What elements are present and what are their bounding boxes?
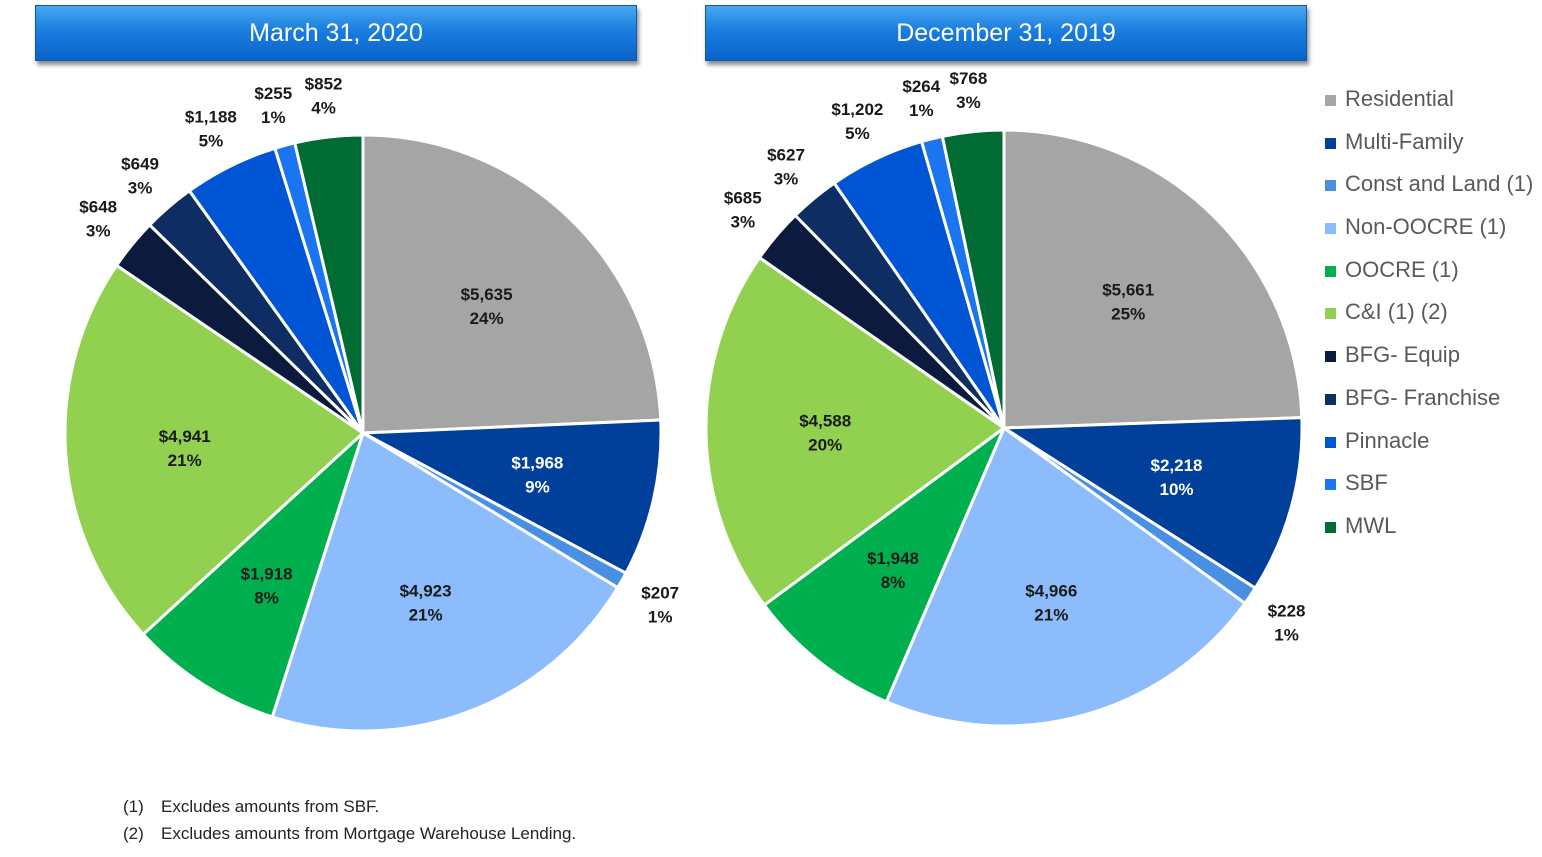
slice-pct-label-dec2019-pinnacle: 5% bbox=[845, 124, 870, 143]
slice-pct-label-dec2019-const-and-land-1: 1% bbox=[1274, 626, 1299, 645]
legend-swatch-pinnacle bbox=[1325, 436, 1336, 448]
pie-slice-mar2020-residential bbox=[361, 133, 663, 435]
slice-value-label-dec2019-oocre-1: $1,948 bbox=[867, 549, 919, 568]
footnote-1-number: (1) bbox=[123, 797, 144, 816]
slice-pct-label-dec2019-non-oocre-1: 21% bbox=[1034, 605, 1068, 624]
legend-swatch-c-and-i bbox=[1325, 308, 1336, 320]
slice-value-label-dec2019-candi-1-2: $4,588 bbox=[799, 412, 851, 431]
pie-slice-mar2020-candi-1-2 bbox=[63, 263, 365, 636]
legend-swatch-bfg-franchise bbox=[1325, 393, 1336, 405]
slice-value-label-mar2020-oocre-1: $1,918 bbox=[241, 565, 293, 584]
slice-pct-label-dec2019-multi-family: 10% bbox=[1159, 480, 1193, 499]
slice-pct-label-mar2020-mwl: 4% bbox=[311, 98, 336, 117]
slice-value-label-dec2019-const-and-land-1: $228 bbox=[1268, 602, 1306, 621]
footnote-2: (2) Excludes amounts from Mortgage Wareho… bbox=[123, 820, 576, 847]
slice-value-label-mar2020-residential: $5,635 bbox=[461, 285, 513, 304]
pie-slice-dec2019-residential bbox=[1002, 128, 1304, 430]
slice-value-label-mar2020-multi-family: $1,968 bbox=[511, 454, 563, 473]
slice-pct-label-mar2020-non-oocre-1: 21% bbox=[409, 606, 443, 625]
chart-title-december-2019: December 31, 2019 bbox=[705, 5, 1307, 61]
footnote-2-text: Excludes amounts from Mortgage Warehouse… bbox=[161, 824, 577, 843]
legend-swatch-sbf bbox=[1325, 479, 1336, 491]
legend-swatch-multi-family bbox=[1325, 137, 1336, 149]
slice-pct-label-mar2020-oocre-1: 8% bbox=[254, 589, 279, 608]
pie-slice-dec2019-non-oocre-1 bbox=[884, 426, 1247, 728]
slice-value-label-dec2019-bfg-franchise: $627 bbox=[767, 146, 805, 165]
slice-pct-label-mar2020-multi-family: 9% bbox=[525, 478, 550, 497]
pie-slice-dec2019-oocre-1 bbox=[762, 426, 1006, 704]
slice-value-label-mar2020-non-oocre-1: $4,923 bbox=[400, 582, 452, 601]
slice-pct-label-dec2019-bfg-equip: 3% bbox=[731, 212, 756, 231]
pie-dec2019: $5,661 25% $2,218 10% $228 1% $4,966 21% $1,948 8… bbox=[704, 69, 1306, 728]
slice-pct-label-dec2019-oocre-1: 8% bbox=[881, 573, 906, 592]
footnote-1-text: Excludes amounts from SBF. bbox=[161, 797, 380, 816]
slice-value-label-dec2019-multi-family: $2,218 bbox=[1151, 456, 1203, 475]
legend-label-c-and-i: C&I (1) (2) bbox=[1345, 299, 1448, 325]
legend-label-const-and-land: Const and Land (1) bbox=[1345, 171, 1534, 197]
legend-swatch-const-and-land bbox=[1325, 180, 1336, 192]
slice-pct-label-mar2020-pinnacle: 5% bbox=[199, 132, 224, 151]
slice-pct-label-mar2020-const-and-land-1: 1% bbox=[648, 607, 673, 626]
legend-swatch-non-oocre bbox=[1325, 223, 1336, 235]
slice-value-label-mar2020-const-and-land-1: $207 bbox=[641, 583, 679, 602]
legend-label-pinnacle: Pinnacle bbox=[1345, 427, 1430, 453]
slice-pct-label-dec2019-candi-1-2: 20% bbox=[808, 436, 842, 455]
slice-value-label-mar2020-bfg-franchise: $649 bbox=[121, 155, 159, 174]
slice-pct-label-dec2019-sbf: 1% bbox=[909, 101, 934, 120]
pie-slice-mar2020-multi-family bbox=[361, 418, 663, 575]
slice-value-label-dec2019-bfg-equip: $685 bbox=[724, 188, 762, 207]
legend-swatch-bfg-equip bbox=[1325, 351, 1336, 363]
slice-pct-label-dec2019-residential: 25% bbox=[1111, 304, 1145, 323]
legend-label-multi-family: Multi-Family bbox=[1345, 128, 1464, 154]
legend-swatch-residential bbox=[1325, 95, 1336, 106]
pie-slice-mar2020-oocre-1 bbox=[141, 431, 365, 719]
legend-label-bfg-equip: BFG- Equip bbox=[1345, 342, 1460, 368]
footnote-1: (1) Excludes amounts from SBF. bbox=[123, 793, 576, 820]
chart-title-march-2020: March 31, 2020 bbox=[35, 5, 637, 61]
pie-slice-mar2020-mwl bbox=[293, 133, 365, 435]
slice-pct-label-mar2020-bfg-equip: 3% bbox=[86, 222, 111, 241]
footnote-2-number: (2) bbox=[123, 824, 144, 843]
slice-pct-label-mar2020-residential: 24% bbox=[470, 309, 504, 328]
slice-value-label-dec2019-mwl: $768 bbox=[949, 69, 987, 88]
legend-label-sbf: SBF bbox=[1345, 470, 1388, 496]
legend-label-mwl: MWL bbox=[1345, 512, 1397, 538]
slice-pct-label-dec2019-bfg-franchise: 3% bbox=[774, 170, 799, 189]
slice-value-label-dec2019-residential: $5,661 bbox=[1102, 280, 1154, 299]
pie-slice-dec2019-mwl bbox=[940, 128, 1006, 430]
slice-value-label-mar2020-sbf: $255 bbox=[254, 84, 292, 103]
legend-label-non-oocre: Non-OOCRE (1) bbox=[1345, 214, 1507, 240]
slice-value-label-mar2020-pinnacle: $1,188 bbox=[185, 108, 237, 127]
slice-value-label-dec2019-pinnacle: $1,202 bbox=[831, 100, 883, 119]
footnotes: (1) Excludes amounts from SBF. (2) Exclude… bbox=[123, 793, 576, 847]
pie-mar2020: $5,635 24% $1,968 9% $207 1% $4,923 21% $1,918 8%… bbox=[63, 74, 679, 733]
slice-value-label-dec2019-sbf: $264 bbox=[902, 77, 940, 96]
legend-label-bfg-franchise: BFG- Franchise bbox=[1345, 384, 1501, 410]
pie-slice-dec2019-multi-family bbox=[1002, 416, 1304, 590]
legend-label-residential: Residential bbox=[1345, 86, 1454, 111]
slice-value-label-mar2020-candi-1-2: $4,941 bbox=[159, 427, 211, 446]
slice-pct-label-dec2019-mwl: 3% bbox=[956, 93, 981, 112]
legend-swatch-oocre bbox=[1325, 265, 1336, 277]
slice-value-label-mar2020-bfg-equip: $648 bbox=[79, 198, 117, 217]
slice-value-label-dec2019-non-oocre-1: $4,966 bbox=[1025, 581, 1077, 600]
legend-swatch-mwl bbox=[1325, 521, 1336, 533]
legend-label-oocre: OOCRE (1) bbox=[1345, 256, 1459, 282]
pie-slice-dec2019-candi-1-2 bbox=[704, 256, 1006, 607]
slice-pct-label-mar2020-bfg-franchise: 3% bbox=[128, 179, 153, 198]
slice-pct-label-mar2020-sbf: 1% bbox=[261, 108, 286, 127]
slice-value-label-mar2020-mwl: $852 bbox=[305, 74, 343, 93]
slice-pct-label-mar2020-candi-1-2: 21% bbox=[168, 451, 202, 470]
pie-slice-mar2020-non-oocre-1 bbox=[270, 431, 620, 733]
